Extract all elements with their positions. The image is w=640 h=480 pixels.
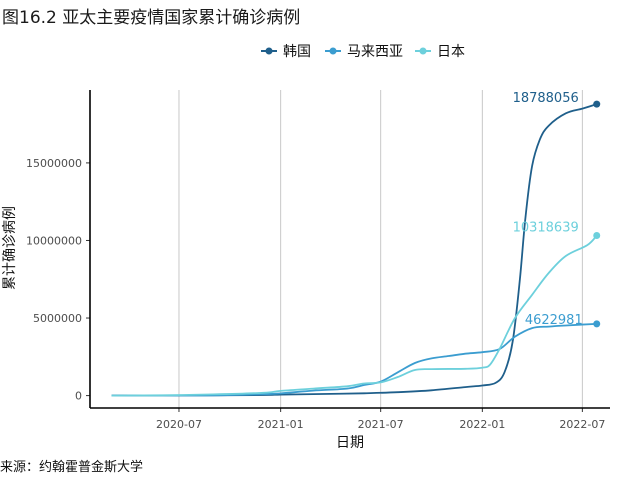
data-label: 4622981 bbox=[525, 313, 583, 328]
y-tick-label: 0 bbox=[75, 390, 82, 403]
legend-label: 日本 bbox=[437, 44, 465, 60]
legend: 韩国 马来西亚 日本 bbox=[261, 44, 465, 60]
series-end-point bbox=[593, 232, 601, 240]
y-tick-label: 15000000 bbox=[26, 157, 82, 170]
x-tick-label: 2020-07 bbox=[156, 418, 202, 431]
chart-title: 图16.2 亚太主要疫情国家累计确诊病例 bbox=[2, 8, 301, 28]
series-layer: 18788056 4622981 10318639 bbox=[111, 91, 601, 397]
legend-label: 韩国 bbox=[283, 44, 311, 60]
series-end-point bbox=[593, 320, 601, 328]
legend-item: 马来西亚 bbox=[325, 44, 403, 60]
series-line bbox=[111, 323, 597, 397]
series-end-point bbox=[593, 100, 601, 108]
x-tick-label: 2021-07 bbox=[358, 418, 404, 431]
y-axis-title: 累计确诊病例 bbox=[2, 206, 18, 290]
x-axis-title: 日期 bbox=[336, 435, 364, 451]
series-line bbox=[111, 103, 597, 397]
legend-marker bbox=[265, 47, 273, 55]
data-label: 10318639 bbox=[513, 221, 579, 236]
data-label: 18788056 bbox=[513, 91, 579, 106]
y-tick-label: 10000000 bbox=[26, 234, 82, 247]
legend-item: 日本 bbox=[415, 44, 465, 60]
legend-label: 马来西亚 bbox=[347, 44, 403, 60]
legend-marker bbox=[419, 47, 427, 55]
y-tick-label: 5000000 bbox=[33, 312, 82, 325]
axes: 2020-07 2021-01 2021-07 2022-01 2022-07 0 5000… bbox=[26, 90, 610, 431]
chart-caption: 来源：约翰霍普金斯大学 bbox=[0, 460, 144, 475]
x-tick-label: 2021-01 bbox=[258, 418, 304, 431]
grid-lines bbox=[178, 90, 583, 408]
legend-marker bbox=[329, 47, 337, 55]
x-tick-label: 2022-01 bbox=[459, 418, 505, 431]
legend-item: 韩国 bbox=[261, 44, 311, 60]
x-tick-label: 2022-07 bbox=[559, 418, 605, 431]
series-line bbox=[111, 234, 598, 397]
